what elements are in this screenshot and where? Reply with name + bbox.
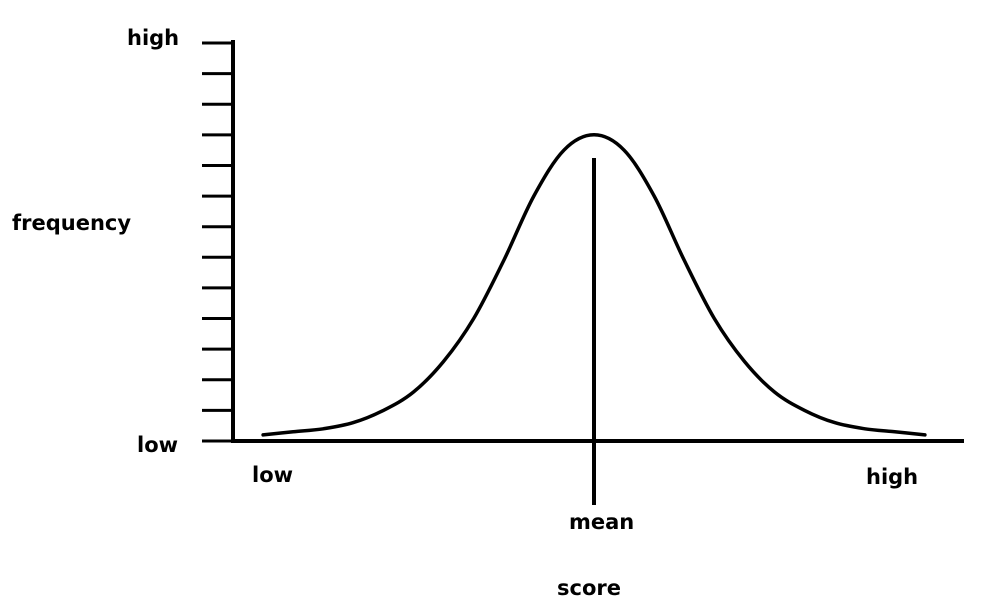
y-axis-ticks [202,41,233,443]
y-tick-label-high: high [127,26,179,50]
x-tick-label-high: high [866,465,918,489]
y-tick-label-low: low [137,433,178,457]
x-tick-label-low: low [252,463,293,487]
y-axis-label: frequency [12,211,131,235]
x-axis-label: score [557,576,621,600]
mean-label: mean [569,510,634,534]
distribution-curve [261,133,927,437]
